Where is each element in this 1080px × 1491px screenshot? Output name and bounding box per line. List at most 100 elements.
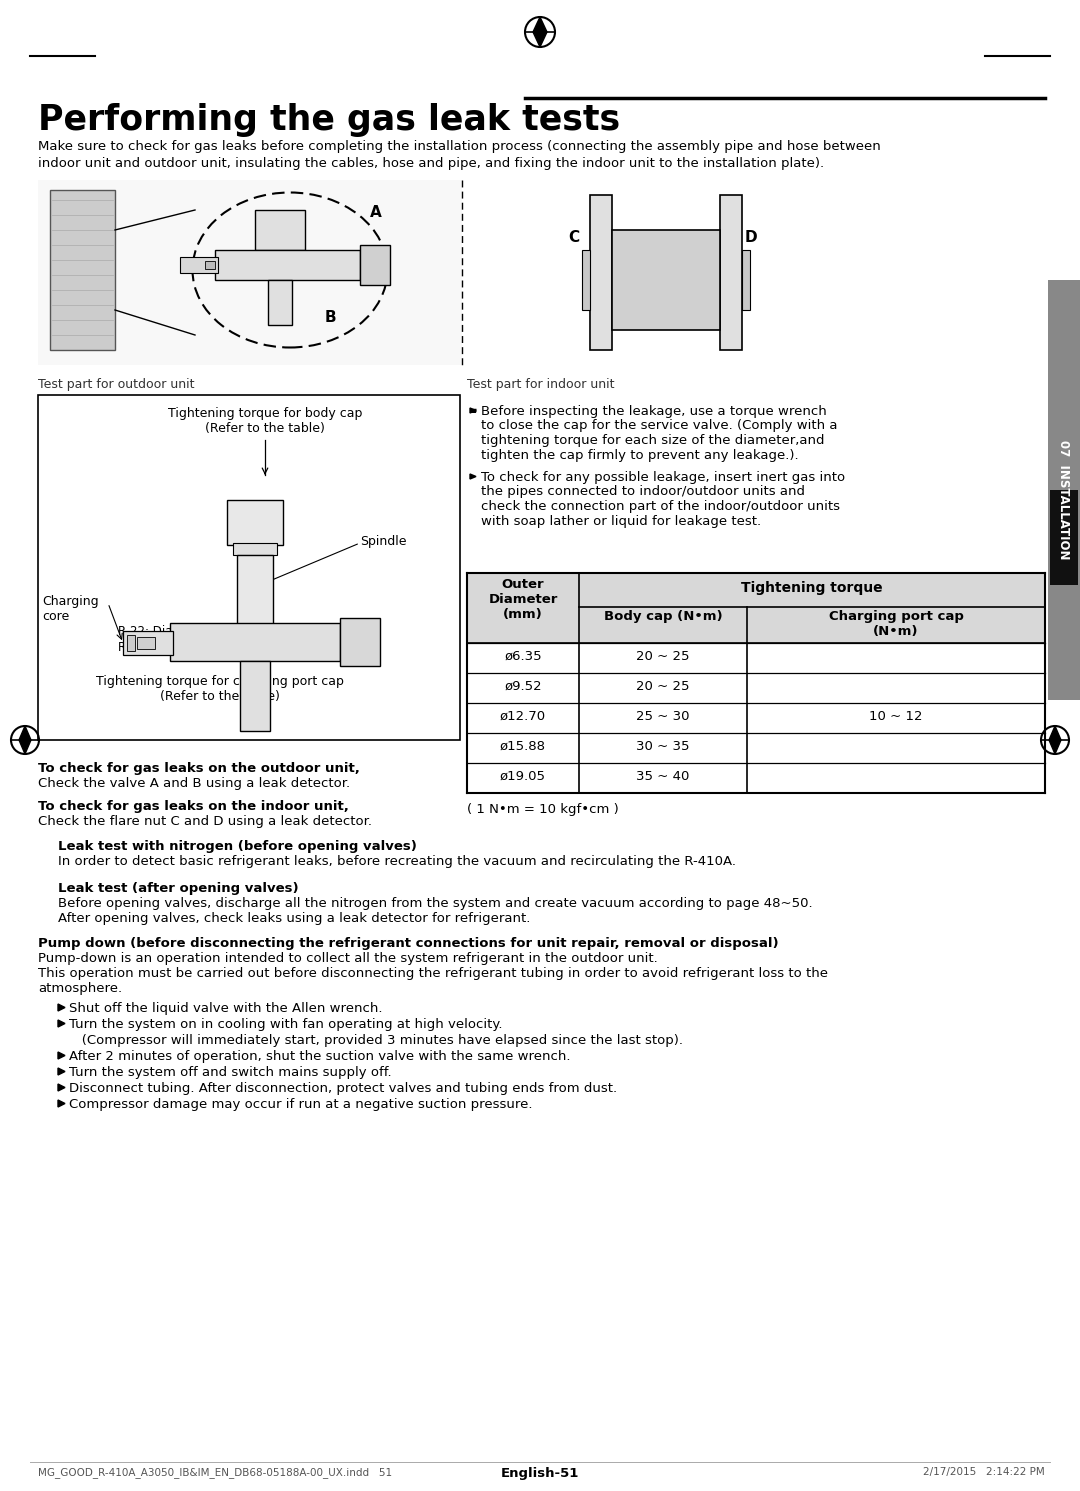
Polygon shape <box>58 1068 65 1075</box>
Bar <box>233 543 276 555</box>
Circle shape <box>21 737 29 744</box>
Text: Leak test (after opening valves): Leak test (after opening valves) <box>58 883 299 895</box>
Text: R-410A: Diameter of the screw - 1/2-20UNF: R-410A: Diameter of the screw - 1/2-20UN… <box>118 641 374 655</box>
Text: English-51: English-51 <box>501 1467 579 1481</box>
Text: B: B <box>325 310 337 325</box>
Text: C: C <box>568 230 579 245</box>
Text: (Compressor will immediately start, provided 3 minutes have elapsed since the la: (Compressor will immediately start, prov… <box>69 1033 683 1047</box>
Text: tighten the cap firmly to prevent any leakage.).: tighten the cap firmly to prevent any le… <box>481 449 798 462</box>
Polygon shape <box>58 1003 65 1011</box>
Text: Charging
core: Charging core <box>42 595 98 623</box>
Bar <box>590 195 612 350</box>
Text: After 2 minutes of operation, shut the suction valve with the same wrench.: After 2 minutes of operation, shut the s… <box>69 1050 570 1063</box>
Bar <box>612 230 720 330</box>
Text: Make sure to check for gas leaks before completing the installation process (con: Make sure to check for gas leaks before … <box>38 140 881 154</box>
Bar <box>123 631 173 655</box>
Text: 30 ~ 35: 30 ~ 35 <box>636 740 690 753</box>
Text: R-22: Diameter of the screw - 7/16-20UNF: R-22: Diameter of the screw - 7/16-20UNF <box>118 625 366 638</box>
Text: indoor unit and outdoor unit, insulating the cables, hose and pipe, and fixing t: indoor unit and outdoor unit, insulating… <box>38 157 824 170</box>
Text: To check for gas leaks on the outdoor unit,: To check for gas leaks on the outdoor un… <box>38 762 360 775</box>
Text: To check for gas leaks on the indoor unit,: To check for gas leaks on the indoor uni… <box>38 801 349 813</box>
Text: atmosphere.: atmosphere. <box>38 983 122 994</box>
Text: Test part for indoor unit: Test part for indoor unit <box>467 379 615 391</box>
Bar <box>180 256 218 273</box>
Bar <box>50 189 114 350</box>
Text: ø19.05: ø19.05 <box>500 769 546 783</box>
Text: Outer
Diameter
(mm): Outer Diameter (mm) <box>488 579 557 620</box>
Bar <box>38 180 462 365</box>
Text: 10 ~ 12: 10 ~ 12 <box>869 710 922 723</box>
Bar <box>227 499 283 546</box>
Text: Check the valve A and B using a leak detector.: Check the valve A and B using a leak det… <box>38 777 350 790</box>
Text: Before opening valves, discharge all the nitrogen from the system and create vac: Before opening valves, discharge all the… <box>58 898 812 910</box>
Text: Test part for outdoor unit: Test part for outdoor unit <box>38 379 194 391</box>
Polygon shape <box>58 1053 65 1059</box>
Text: tightening torque for each size of the diameter,and: tightening torque for each size of the d… <box>481 434 824 447</box>
Text: ø15.88: ø15.88 <box>500 740 546 753</box>
Text: 20 ~ 25: 20 ~ 25 <box>636 680 690 693</box>
Bar <box>1050 491 1078 584</box>
Text: MG_GOOD_R-410A_A3050_IB&IM_EN_DB68-05188A-00_UX.indd   51: MG_GOOD_R-410A_A3050_IB&IM_EN_DB68-05188… <box>38 1467 392 1478</box>
Bar <box>720 195 742 350</box>
Text: Performing the gas leak tests: Performing the gas leak tests <box>38 103 620 137</box>
Polygon shape <box>58 1084 65 1091</box>
Text: 2/17/2015   2:14:22 PM: 2/17/2015 2:14:22 PM <box>923 1467 1045 1478</box>
Text: 20 ~ 25: 20 ~ 25 <box>636 650 690 663</box>
Bar <box>467 573 1045 643</box>
Bar <box>1048 280 1080 699</box>
Text: Body cap (N•m): Body cap (N•m) <box>604 610 723 623</box>
Text: ø6.35: ø6.35 <box>504 650 542 663</box>
Text: Tightening torque: Tightening torque <box>741 581 882 595</box>
Text: Charging port cap
(N•m): Charging port cap (N•m) <box>828 610 963 638</box>
Bar <box>240 661 270 731</box>
Text: Check the flare nut C and D using a leak detector.: Check the flare nut C and D using a leak… <box>38 816 372 828</box>
Text: Before inspecting the leakage, use a torque wrench: Before inspecting the leakage, use a tor… <box>481 406 827 417</box>
Bar <box>360 245 390 285</box>
Text: Spindle: Spindle <box>360 535 406 549</box>
Polygon shape <box>58 1020 65 1027</box>
Text: ø9.52: ø9.52 <box>504 680 542 693</box>
Bar <box>137 637 156 649</box>
Bar <box>742 250 750 310</box>
Bar <box>340 617 380 666</box>
Text: Disconnect tubing. After disconnection, protect valves and tubing ends from dust: Disconnect tubing. After disconnection, … <box>69 1082 617 1094</box>
Text: Shut off the liquid valve with the Allen wrench.: Shut off the liquid valve with the Allen… <box>69 1002 382 1015</box>
Polygon shape <box>58 1100 65 1106</box>
Bar <box>38 395 460 740</box>
Text: Tightening torque for body cap
(Refer to the table): Tightening torque for body cap (Refer to… <box>167 407 362 435</box>
Text: 25 ~ 30: 25 ~ 30 <box>636 710 690 723</box>
Bar <box>127 635 135 652</box>
Bar <box>170 623 340 661</box>
Text: After opening valves, check leaks using a leak detector for refrigerant.: After opening valves, check leaks using … <box>58 912 530 924</box>
Bar <box>582 250 590 310</box>
Polygon shape <box>470 409 476 413</box>
Text: with soap lather or liquid for leakage test.: with soap lather or liquid for leakage t… <box>481 514 761 528</box>
Text: to close the cap for the service valve. (Comply with a: to close the cap for the service valve. … <box>481 419 837 432</box>
Polygon shape <box>470 474 476 479</box>
Text: 07  INSTALLATION: 07 INSTALLATION <box>1057 440 1070 559</box>
Text: Pump down (before disconnecting the refrigerant connections for unit repair, rem: Pump down (before disconnecting the refr… <box>38 936 779 950</box>
Polygon shape <box>1049 726 1061 754</box>
Text: Leak test with nitrogen (before opening valves): Leak test with nitrogen (before opening … <box>58 839 417 853</box>
Polygon shape <box>470 409 476 413</box>
Text: Compressor damage may occur if run at a negative suction pressure.: Compressor damage may occur if run at a … <box>69 1097 532 1111</box>
Text: This operation must be carried out before disconnecting the refrigerant tubing i: This operation must be carried out befor… <box>38 968 828 980</box>
Text: Turn the system on in cooling with fan operating at high velocity.: Turn the system on in cooling with fan o… <box>69 1018 502 1030</box>
Polygon shape <box>19 726 31 754</box>
Polygon shape <box>534 16 546 48</box>
Text: ø12.70: ø12.70 <box>500 710 546 723</box>
Bar <box>215 250 360 280</box>
Text: Pump-down is an operation intended to collect all the system refrigerant in the : Pump-down is an operation intended to co… <box>38 951 658 965</box>
Text: D: D <box>745 230 758 245</box>
Bar <box>205 261 215 268</box>
Text: check the connection part of the indoor/outdoor units: check the connection part of the indoor/… <box>481 499 840 513</box>
Bar <box>237 555 273 625</box>
Text: Turn the system off and switch mains supply off.: Turn the system off and switch mains sup… <box>69 1066 392 1079</box>
Circle shape <box>536 28 544 36</box>
Text: 35 ~ 40: 35 ~ 40 <box>636 769 690 783</box>
Bar <box>268 280 292 325</box>
Text: To check for any possible leakage, insert inert gas into: To check for any possible leakage, inser… <box>481 471 846 485</box>
Text: Tightening torque for charging port cap
(Refer to the table): Tightening torque for charging port cap … <box>96 675 343 702</box>
Text: ( 1 N•m = 10 kgf•cm ): ( 1 N•m = 10 kgf•cm ) <box>467 804 619 816</box>
Text: the pipes connected to indoor/outdoor units and: the pipes connected to indoor/outdoor un… <box>481 486 805 498</box>
